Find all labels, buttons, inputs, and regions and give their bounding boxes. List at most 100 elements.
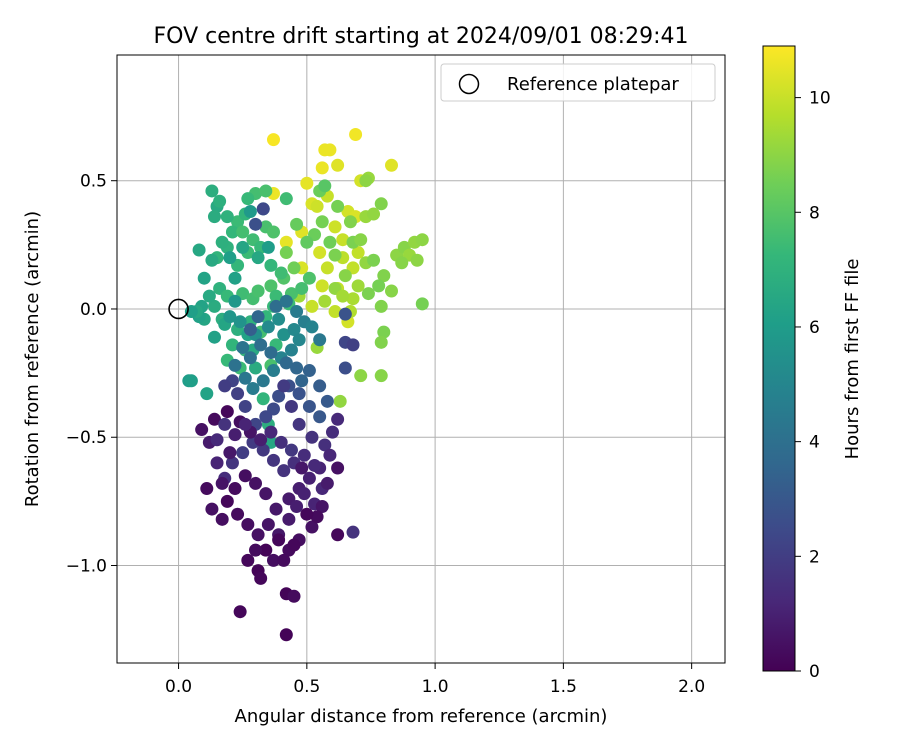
data-point xyxy=(284,443,298,457)
data-point xyxy=(215,235,229,249)
data-point xyxy=(328,220,342,234)
data-point xyxy=(374,335,388,349)
data-point xyxy=(215,512,229,526)
data-point xyxy=(290,217,304,231)
data-point xyxy=(256,392,270,406)
data-point xyxy=(264,425,278,439)
data-point xyxy=(295,461,309,475)
data-point xyxy=(254,338,268,352)
data-point xyxy=(261,320,275,334)
data-point xyxy=(259,543,273,557)
data-point xyxy=(325,425,339,439)
data-point xyxy=(210,456,224,470)
data-point xyxy=(238,371,252,385)
data-point xyxy=(223,310,237,324)
colorbar-tick-label: 2 xyxy=(809,547,820,567)
data-point xyxy=(256,374,270,388)
data-point xyxy=(259,184,273,198)
data-point xyxy=(277,553,291,567)
data-point xyxy=(223,446,237,460)
data-point xyxy=(328,248,342,262)
x-tick-label: 1.0 xyxy=(422,677,449,697)
data-point xyxy=(236,225,250,239)
data-point xyxy=(264,346,278,360)
data-point xyxy=(256,202,270,216)
reference-marker-icon xyxy=(458,73,480,95)
data-point xyxy=(205,502,219,516)
reference-point-marker xyxy=(168,298,189,320)
data-point xyxy=(415,297,429,311)
data-point xyxy=(269,289,283,303)
data-point xyxy=(184,305,198,319)
data-point xyxy=(331,461,345,475)
data-point xyxy=(374,299,388,313)
data-point xyxy=(241,192,255,206)
data-point xyxy=(184,374,198,388)
colorbar-tick-label: 4 xyxy=(809,433,820,453)
data-point xyxy=(354,369,368,383)
data-point xyxy=(274,435,288,449)
data-point xyxy=(236,340,250,354)
data-point xyxy=(243,204,257,218)
data-point xyxy=(251,284,265,298)
y-tick-label: −1.0 xyxy=(66,557,107,577)
data-point xyxy=(284,343,298,357)
data-point xyxy=(218,379,232,393)
colorbar-tick-label: 6 xyxy=(809,318,820,338)
data-point xyxy=(318,438,332,452)
data-point xyxy=(236,446,250,460)
data-point xyxy=(266,133,280,147)
data-point xyxy=(243,322,257,336)
data-point xyxy=(315,500,329,514)
data-point xyxy=(233,605,247,619)
data-point xyxy=(207,330,221,344)
data-point xyxy=(300,507,314,521)
data-point xyxy=(197,271,211,285)
legend-box xyxy=(440,63,716,102)
data-point xyxy=(205,184,219,198)
data-point xyxy=(395,256,409,270)
data-point xyxy=(228,482,242,496)
colorbar-tick-label: 8 xyxy=(809,203,820,223)
data-point xyxy=(274,266,288,280)
data-point xyxy=(200,482,214,496)
x-tick-label: 0.0 xyxy=(165,677,192,697)
data-point xyxy=(331,412,345,426)
data-point xyxy=(287,538,301,552)
colorbar-ticks: 0 2 4 6 8 10 xyxy=(795,89,831,682)
data-point xyxy=(323,448,337,462)
data-point xyxy=(269,299,283,313)
data-point xyxy=(343,215,357,229)
data-point xyxy=(246,382,260,396)
data-point xyxy=(331,199,345,213)
data-point xyxy=(302,399,316,413)
data-point xyxy=(338,361,352,375)
data-point xyxy=(331,158,345,172)
data-point xyxy=(320,261,334,275)
data-point xyxy=(220,405,234,419)
colorbar-bar xyxy=(762,45,796,672)
data-point xyxy=(315,161,329,175)
data-point xyxy=(249,361,263,375)
data-point xyxy=(249,217,263,231)
data-point xyxy=(351,279,365,293)
data-point xyxy=(220,210,234,224)
data-point xyxy=(264,279,278,293)
data-point xyxy=(266,453,280,467)
data-point xyxy=(220,494,234,508)
data-point xyxy=(207,299,221,313)
data-point xyxy=(241,553,255,567)
data-point xyxy=(305,430,319,444)
data-point xyxy=(315,215,329,229)
data-point xyxy=(287,589,301,603)
data-point xyxy=(238,399,252,413)
data-point xyxy=(259,487,273,501)
data-point xyxy=(282,512,296,526)
data-point xyxy=(284,399,298,413)
data-point xyxy=(338,269,352,283)
data-point xyxy=(331,528,345,542)
data-point xyxy=(302,271,316,285)
data-point xyxy=(251,251,265,265)
data-point xyxy=(384,158,398,172)
data-point xyxy=(313,333,327,347)
